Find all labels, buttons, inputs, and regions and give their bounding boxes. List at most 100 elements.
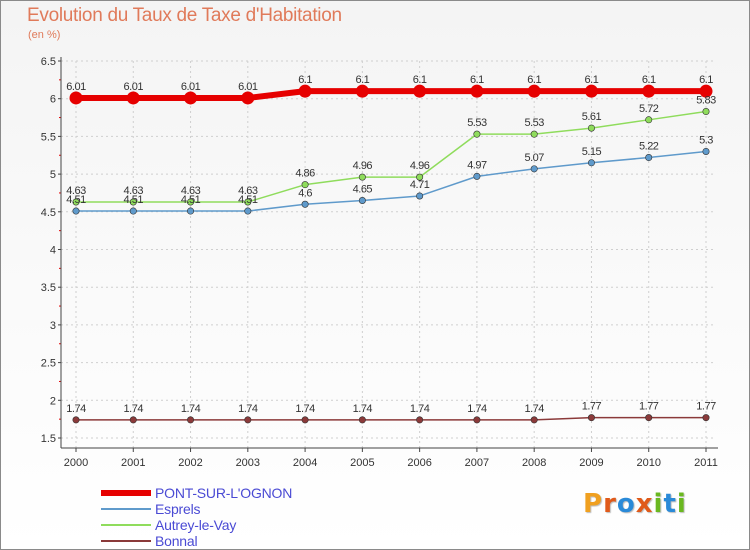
data-label: 4.63 (66, 185, 86, 197)
data-point (702, 147, 710, 155)
legend-item: Esprels (101, 501, 292, 517)
logo-letter: r (603, 489, 617, 519)
y-tick-label: 1.5 (41, 433, 56, 445)
data-label: 4.65 (353, 183, 373, 195)
x-tick-label: 2000 (64, 457, 88, 469)
y-tick-label: 6.5 (41, 56, 56, 68)
legend-swatch (101, 524, 151, 526)
data-label: 1.77 (696, 401, 716, 413)
data-label: 4.96 (410, 160, 430, 172)
data-point (244, 198, 252, 206)
x-tick-label: 2010 (636, 457, 660, 469)
data-label: 6.01 (238, 81, 258, 93)
data-point (702, 414, 710, 422)
data-point (126, 91, 140, 105)
legend-item: Autrey-le-Vay (101, 517, 292, 533)
data-point (241, 91, 255, 105)
legend-item: PONT-SUR-L'OGNON (101, 485, 292, 501)
data-label: 6.1 (298, 74, 312, 86)
data-point (298, 84, 312, 98)
logo-letter: i (676, 489, 687, 519)
series-1 (72, 147, 710, 215)
data-label: 5.61 (582, 111, 602, 123)
data-label: 1.74 (295, 403, 315, 415)
data-point (301, 200, 309, 208)
data-point (473, 416, 481, 424)
data-point (72, 198, 80, 206)
logo-letter: i (653, 489, 664, 519)
legend-swatch (101, 490, 151, 496)
data-label: 5.72 (639, 103, 659, 115)
data-point (645, 414, 653, 422)
y-tick-label: 6 (50, 94, 56, 106)
legend-swatch (101, 540, 151, 542)
data-point (358, 416, 366, 424)
y-tick-label: 4 (50, 245, 56, 257)
data-label: 1.74 (66, 403, 86, 415)
data-point (470, 84, 484, 98)
data-point (358, 196, 366, 204)
data-label: 4.51 (66, 194, 86, 206)
series-line (76, 88, 706, 101)
data-label: 6.1 (413, 74, 427, 86)
data-point (473, 130, 481, 138)
data-label: 1.74 (467, 403, 487, 415)
data-point (184, 91, 198, 105)
data-point (355, 84, 369, 98)
data-point (642, 84, 656, 98)
data-label: 1.74 (410, 403, 430, 415)
series-line (76, 150, 707, 212)
legend-label: PONT-SUR-L'OGNON (155, 485, 293, 501)
data-label: 4.71 (410, 179, 430, 191)
x-tick-label: 2007 (465, 457, 489, 469)
x-tick-label: 2001 (121, 457, 145, 469)
data-point (530, 165, 538, 173)
data-label: 6.1 (355, 74, 369, 86)
data-point (301, 181, 309, 189)
data-point (72, 416, 80, 424)
data-point (702, 108, 710, 116)
data-label: 4.96 (353, 160, 373, 172)
logo-letter: P (583, 489, 604, 519)
data-label: 5.83 (696, 95, 716, 107)
data-label: 6.01 (181, 81, 201, 93)
data-label: 1.74 (524, 403, 544, 415)
x-tick-label: 2006 (407, 457, 431, 469)
data-point (584, 84, 598, 98)
data-label: 6.1 (470, 74, 484, 86)
data-point (587, 159, 595, 167)
data-label: 4.63 (238, 185, 258, 197)
data-point (587, 124, 595, 132)
data-point (416, 192, 424, 200)
data-point (527, 84, 541, 98)
data-point (530, 416, 538, 424)
data-label: 4.51 (181, 194, 201, 206)
data-point (645, 116, 653, 124)
data-point (301, 416, 309, 424)
data-label: 6.1 (527, 74, 541, 86)
data-label: 5.15 (582, 146, 602, 158)
data-point (129, 198, 137, 206)
logo-letter: x (635, 489, 654, 519)
data-label: 4.63 (181, 185, 201, 197)
x-tick-label: 2002 (178, 457, 202, 469)
data-point (69, 91, 83, 105)
data-label: 4.6 (298, 187, 312, 199)
data-label: 4.97 (467, 159, 487, 171)
data-label: 6.1 (642, 74, 656, 86)
data-label: 4.63 (124, 185, 144, 197)
data-label: 5.07 (524, 152, 544, 164)
data-label: 1.77 (582, 401, 602, 413)
chart-legend: PONT-SUR-L'OGNON Esprels Autrey-le-Vay Bonn… (101, 485, 292, 549)
x-tick-label: 2005 (350, 457, 374, 469)
data-label: 4.86 (295, 168, 315, 180)
x-tick-label: 2003 (236, 457, 260, 469)
series-3 (72, 414, 710, 424)
data-label: 4.51 (238, 194, 258, 206)
y-tick-label: 3 (50, 320, 56, 332)
x-tick-label: 2004 (293, 457, 317, 469)
data-point (244, 207, 252, 215)
y-tick-label: 5.5 (41, 131, 56, 143)
data-point (129, 416, 137, 424)
